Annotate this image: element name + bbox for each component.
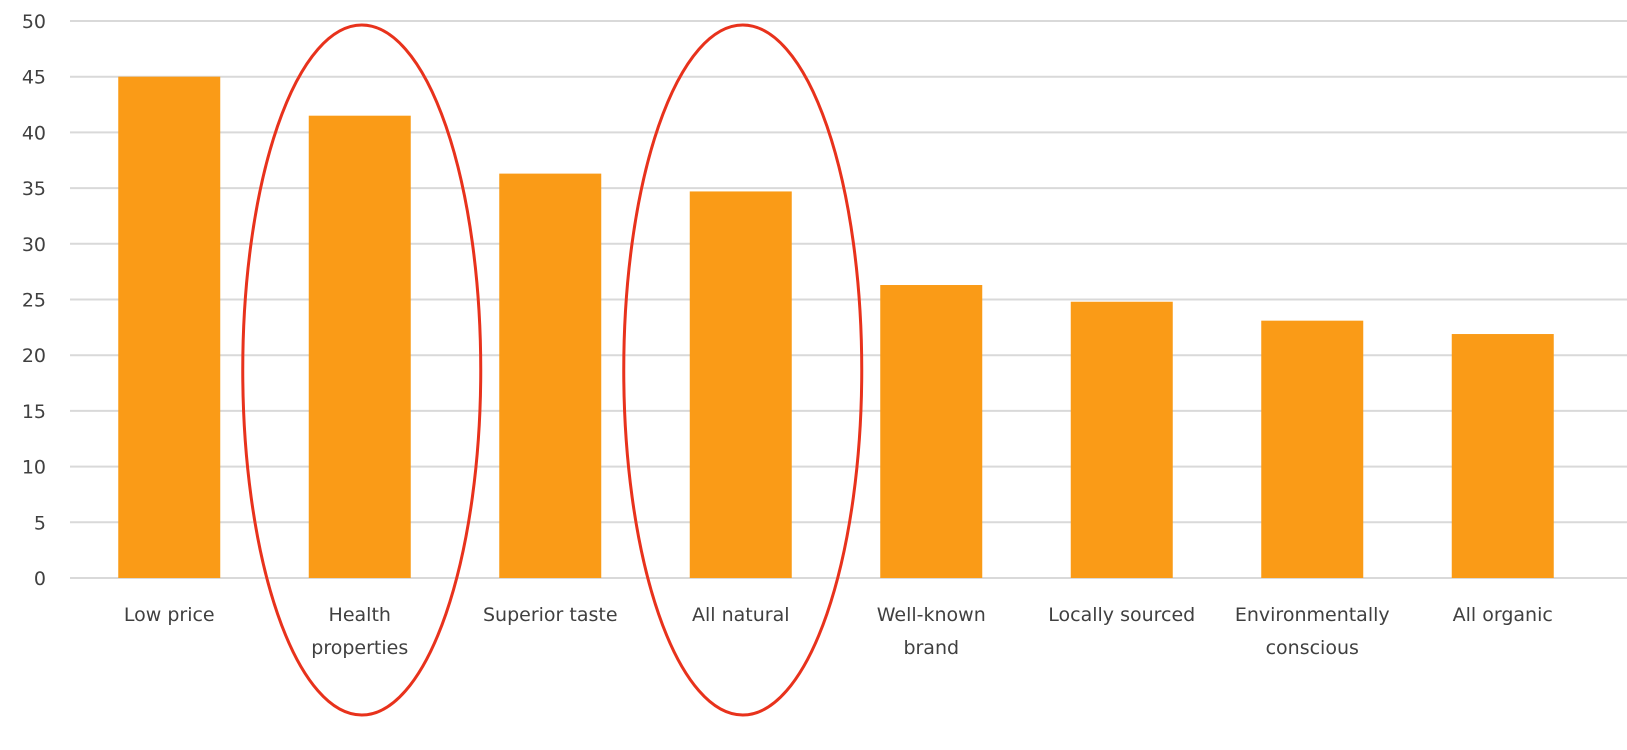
y-tick-label: 20 (22, 345, 46, 367)
y-tick-label: 50 (22, 11, 46, 33)
bars (118, 76, 1554, 579)
y-tick-label: 40 (22, 122, 46, 144)
highlight-annotations (241, 23, 864, 717)
x-tick-label: Locally sourced (1048, 604, 1195, 626)
x-tick-label: Low price (124, 604, 215, 626)
y-tick-label: 10 (22, 457, 46, 479)
bar (308, 115, 411, 578)
gridlines (70, 20, 1627, 579)
highlight-ellipse (241, 23, 483, 717)
x-axis-labels: Low price Health properties Superior taste A… (124, 604, 1553, 659)
bar (689, 191, 792, 578)
y-tick-label: 30 (22, 234, 46, 256)
y-axis-ticks: 0 5 10 15 20 25 30 35 40 45 50 (22, 11, 46, 590)
y-tick-label: 0 (34, 568, 46, 590)
y-tick-label: 5 (34, 512, 46, 534)
y-tick-label: 15 (22, 401, 46, 423)
bar (1070, 301, 1173, 578)
y-tick-label: 45 (22, 67, 46, 89)
x-tick-label: Well-known brand (877, 604, 986, 659)
bar (118, 76, 221, 578)
x-tick-label: All organic (1453, 604, 1553, 626)
bar (499, 173, 602, 579)
x-tick-label: Superior taste (483, 604, 618, 626)
bar (880, 285, 983, 578)
x-tick-label: Environmentally conscious (1235, 604, 1390, 659)
bar (1451, 334, 1554, 578)
x-tick-label: All natural (692, 604, 790, 626)
y-tick-label: 35 (22, 178, 46, 200)
highlight-ellipse (622, 23, 864, 717)
bar (1261, 320, 1364, 578)
y-tick-label: 25 (22, 290, 46, 312)
x-tick-label: Health properties (311, 604, 408, 659)
